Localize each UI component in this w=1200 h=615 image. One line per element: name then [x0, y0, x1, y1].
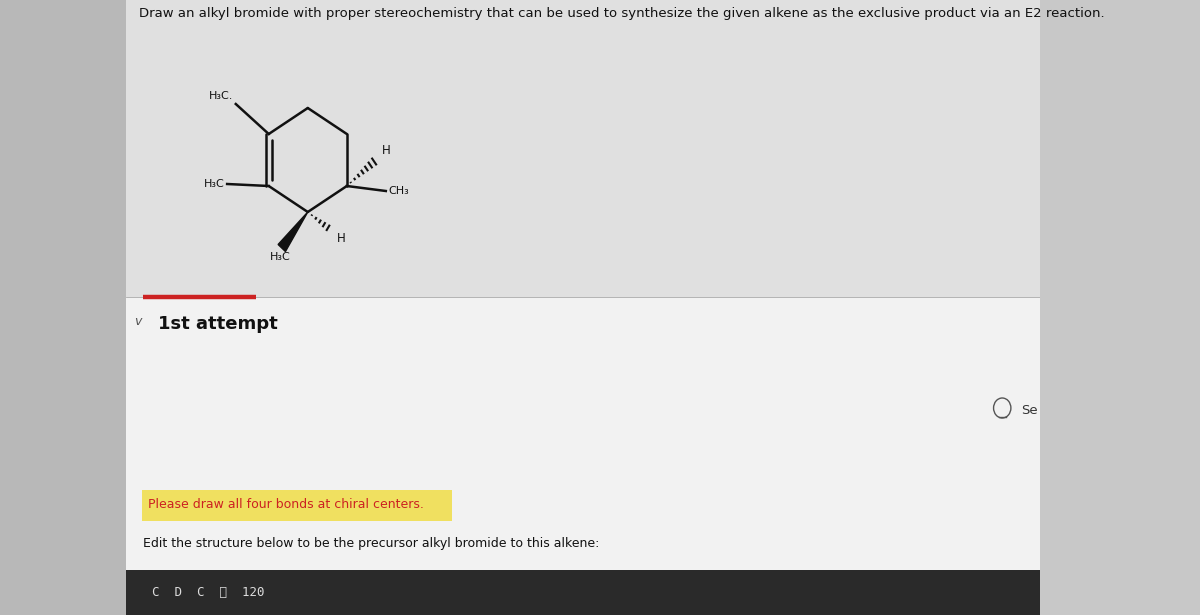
Text: CH₃: CH₃ [389, 186, 409, 196]
Text: v: v [134, 315, 142, 328]
Text: Please draw all four bonds at chiral centers.: Please draw all four bonds at chiral cen… [149, 499, 424, 512]
Text: H: H [382, 144, 390, 157]
Text: H₃C: H₃C [270, 252, 290, 262]
FancyBboxPatch shape [0, 0, 126, 615]
Text: H₃C: H₃C [204, 179, 224, 189]
Text: Se: Se [1021, 403, 1038, 416]
Text: C  D  C  ⓪  120: C D C ⓪ 120 [151, 586, 264, 599]
Text: 1st attempt: 1st attempt [157, 315, 277, 333]
FancyBboxPatch shape [126, 0, 1040, 297]
Text: Edit the structure below to be the precursor alkyl bromide to this alkene:: Edit the structure below to be the precu… [143, 536, 600, 549]
Text: H₃C.: H₃C. [209, 91, 233, 101]
Text: H: H [336, 232, 346, 245]
FancyBboxPatch shape [126, 297, 1040, 615]
FancyBboxPatch shape [126, 570, 1040, 615]
Polygon shape [278, 212, 307, 252]
Text: Draw an alkyl bromide with proper stereochemistry that can be used to synthesize: Draw an alkyl bromide with proper stereo… [139, 7, 1104, 20]
FancyBboxPatch shape [142, 490, 452, 520]
